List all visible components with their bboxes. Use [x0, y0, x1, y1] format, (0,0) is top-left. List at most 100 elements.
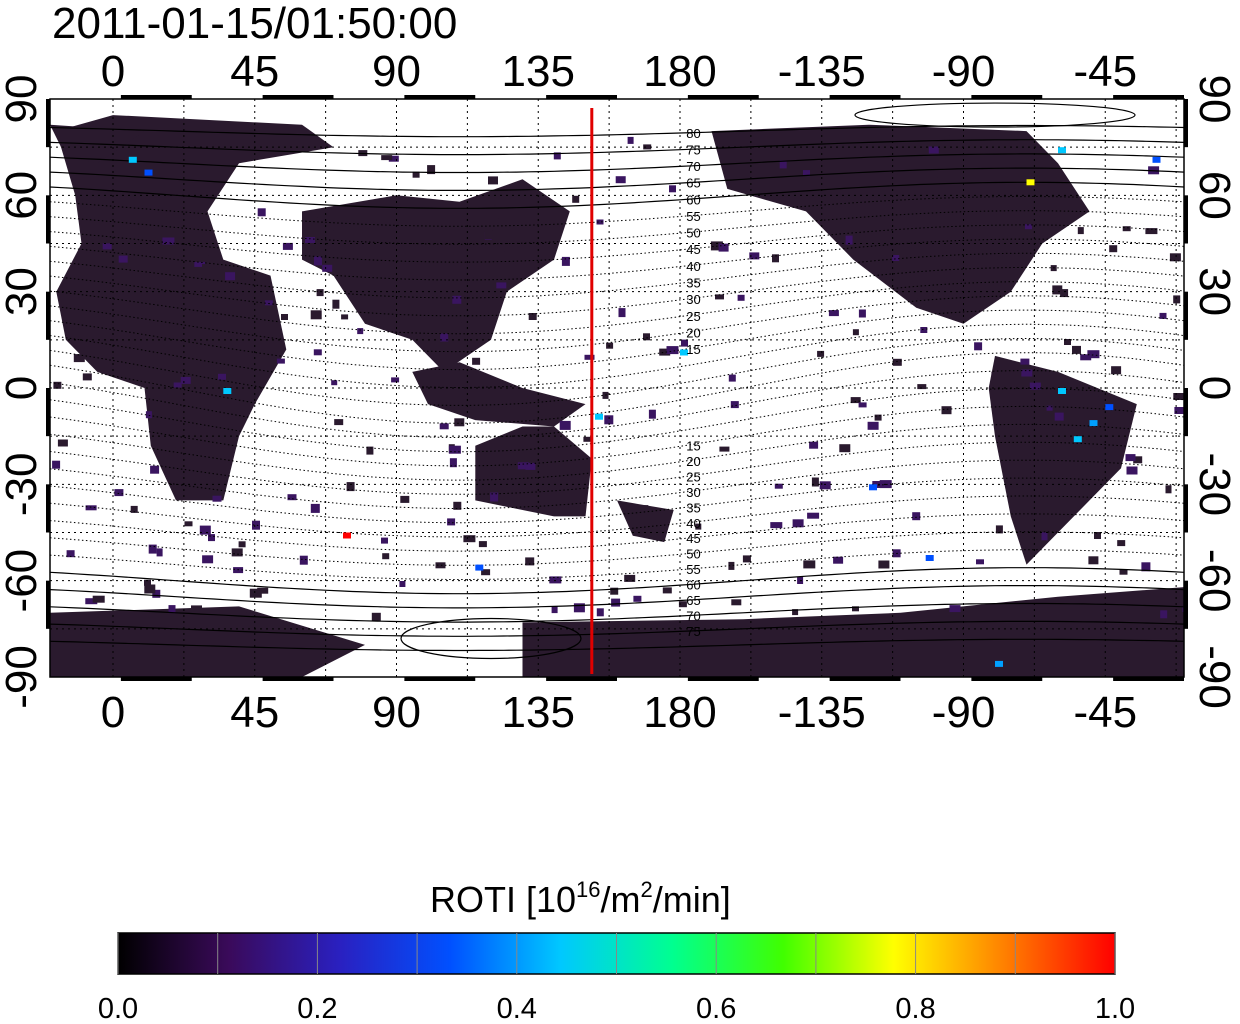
roti-sample	[1122, 226, 1131, 232]
roti-sample	[819, 481, 831, 490]
roti-sample	[1145, 228, 1158, 235]
roti-sample	[641, 505, 649, 514]
roti-sample	[627, 136, 634, 144]
roti-sample	[144, 584, 156, 594]
frame-tickbar	[1184, 195, 1188, 244]
roti-sample	[525, 557, 535, 566]
roti-sample	[742, 555, 751, 563]
mlat-contour	[50, 585, 1184, 609]
roti-sample	[817, 165, 825, 174]
roti-sample	[305, 237, 315, 243]
roti-sample	[1060, 289, 1069, 298]
roti-sample	[310, 310, 322, 320]
mlat-label-south: 25	[686, 469, 700, 484]
roti-sample	[1000, 395, 1010, 402]
colorbar-title-main: ROTI [10	[430, 879, 576, 920]
roti-sample	[1125, 454, 1136, 462]
roti-sample	[248, 288, 257, 297]
frame-tickbar	[1113, 95, 1184, 99]
roti-sample	[912, 512, 921, 521]
right-lat-tick-label: 90	[1190, 75, 1239, 124]
roti-sample	[920, 327, 928, 333]
roti-sample	[811, 477, 819, 487]
mlat-label-south: 50	[686, 547, 700, 562]
frame-tickbar	[687, 95, 759, 99]
magnetic-latitude-labels: 8075706560555045403530252015152025303540…	[686, 126, 700, 639]
mlat-label-south: 15	[686, 438, 700, 453]
roti-sample	[82, 373, 92, 381]
roti-sample	[941, 406, 952, 415]
roti-sample	[316, 289, 324, 297]
roti-sample	[276, 358, 285, 364]
roti-sample	[382, 553, 390, 560]
roti-high-values	[128, 147, 1161, 667]
roti-sample	[484, 230, 493, 240]
roti-sample	[817, 350, 825, 357]
roti-sample	[1014, 184, 1026, 193]
roti-sample	[669, 185, 676, 193]
roti-sample	[1021, 369, 1033, 377]
roti-sample	[454, 418, 465, 427]
roti-sample	[718, 243, 729, 252]
map-frame-tickbars	[46, 95, 1188, 681]
mlat-contour	[50, 139, 1184, 156]
roti-data-coverage	[50, 115, 1184, 677]
roti-sample	[749, 252, 760, 260]
roti-sample	[399, 581, 406, 587]
right-lat-tick-label: 60	[1190, 171, 1239, 220]
roti-sample	[440, 333, 449, 342]
bottom-lon-tick-label: 0	[101, 688, 125, 737]
roti-sample	[66, 550, 75, 558]
roti-sample	[53, 381, 62, 389]
roti-sample	[952, 258, 959, 267]
colorbar-title-exp2: 2	[641, 877, 653, 902]
roti-sample	[855, 166, 865, 172]
roti-sample	[478, 541, 487, 548]
roti-sample	[731, 599, 742, 606]
roti-sample	[481, 569, 491, 576]
roti-sample	[942, 135, 950, 143]
roti-sample	[807, 512, 820, 519]
top-lon-tick-label: -135	[778, 47, 866, 96]
roti-sample	[561, 256, 570, 266]
colorbar-title: ROTI [1016/m2/min]	[430, 877, 731, 920]
frame-tickbar	[829, 95, 901, 99]
roti-sample	[1160, 610, 1168, 619]
mlat-label-south: 35	[686, 500, 700, 515]
top-lon-tick-label: -45	[1073, 47, 1137, 96]
roti-sample	[167, 394, 179, 400]
mlat-contour	[50, 124, 1184, 138]
frame-tickbar	[46, 388, 50, 437]
roti-sample	[236, 612, 247, 618]
roti-sample	[334, 419, 344, 426]
roti-hotspot	[995, 660, 1003, 667]
frame-tickbar	[687, 677, 759, 681]
roti-sample	[1165, 485, 1172, 494]
colorbar-tick-label: 0.8	[895, 993, 935, 1024]
roti-sample	[959, 245, 970, 254]
roti-sample	[845, 235, 853, 245]
right-lat-tick-label: -60	[1190, 549, 1239, 613]
roti-hotspot	[1089, 420, 1098, 427]
frame-tickbar	[46, 580, 50, 629]
frame-tickbar	[1184, 99, 1188, 148]
roti-sample	[102, 243, 112, 250]
roti-sample	[1117, 540, 1126, 547]
roti-sample	[401, 316, 408, 325]
roti-sample	[770, 522, 783, 529]
bottom-lon-tick-label: 90	[372, 688, 421, 737]
roti-sample	[525, 462, 536, 470]
roti-sample	[412, 171, 420, 178]
roti-sample	[1173, 393, 1184, 400]
roti-sample	[1041, 532, 1048, 541]
roti-sample	[449, 458, 457, 468]
roti-sample	[57, 439, 68, 447]
roti-sample	[666, 346, 679, 355]
roti-sample	[208, 250, 217, 256]
colorbar-tick-label: 0.6	[696, 993, 736, 1024]
roti-sample	[287, 494, 297, 501]
roti-sample	[610, 587, 619, 595]
roti-sample	[1020, 358, 1030, 365]
mlat-label-south: 30	[686, 485, 700, 500]
